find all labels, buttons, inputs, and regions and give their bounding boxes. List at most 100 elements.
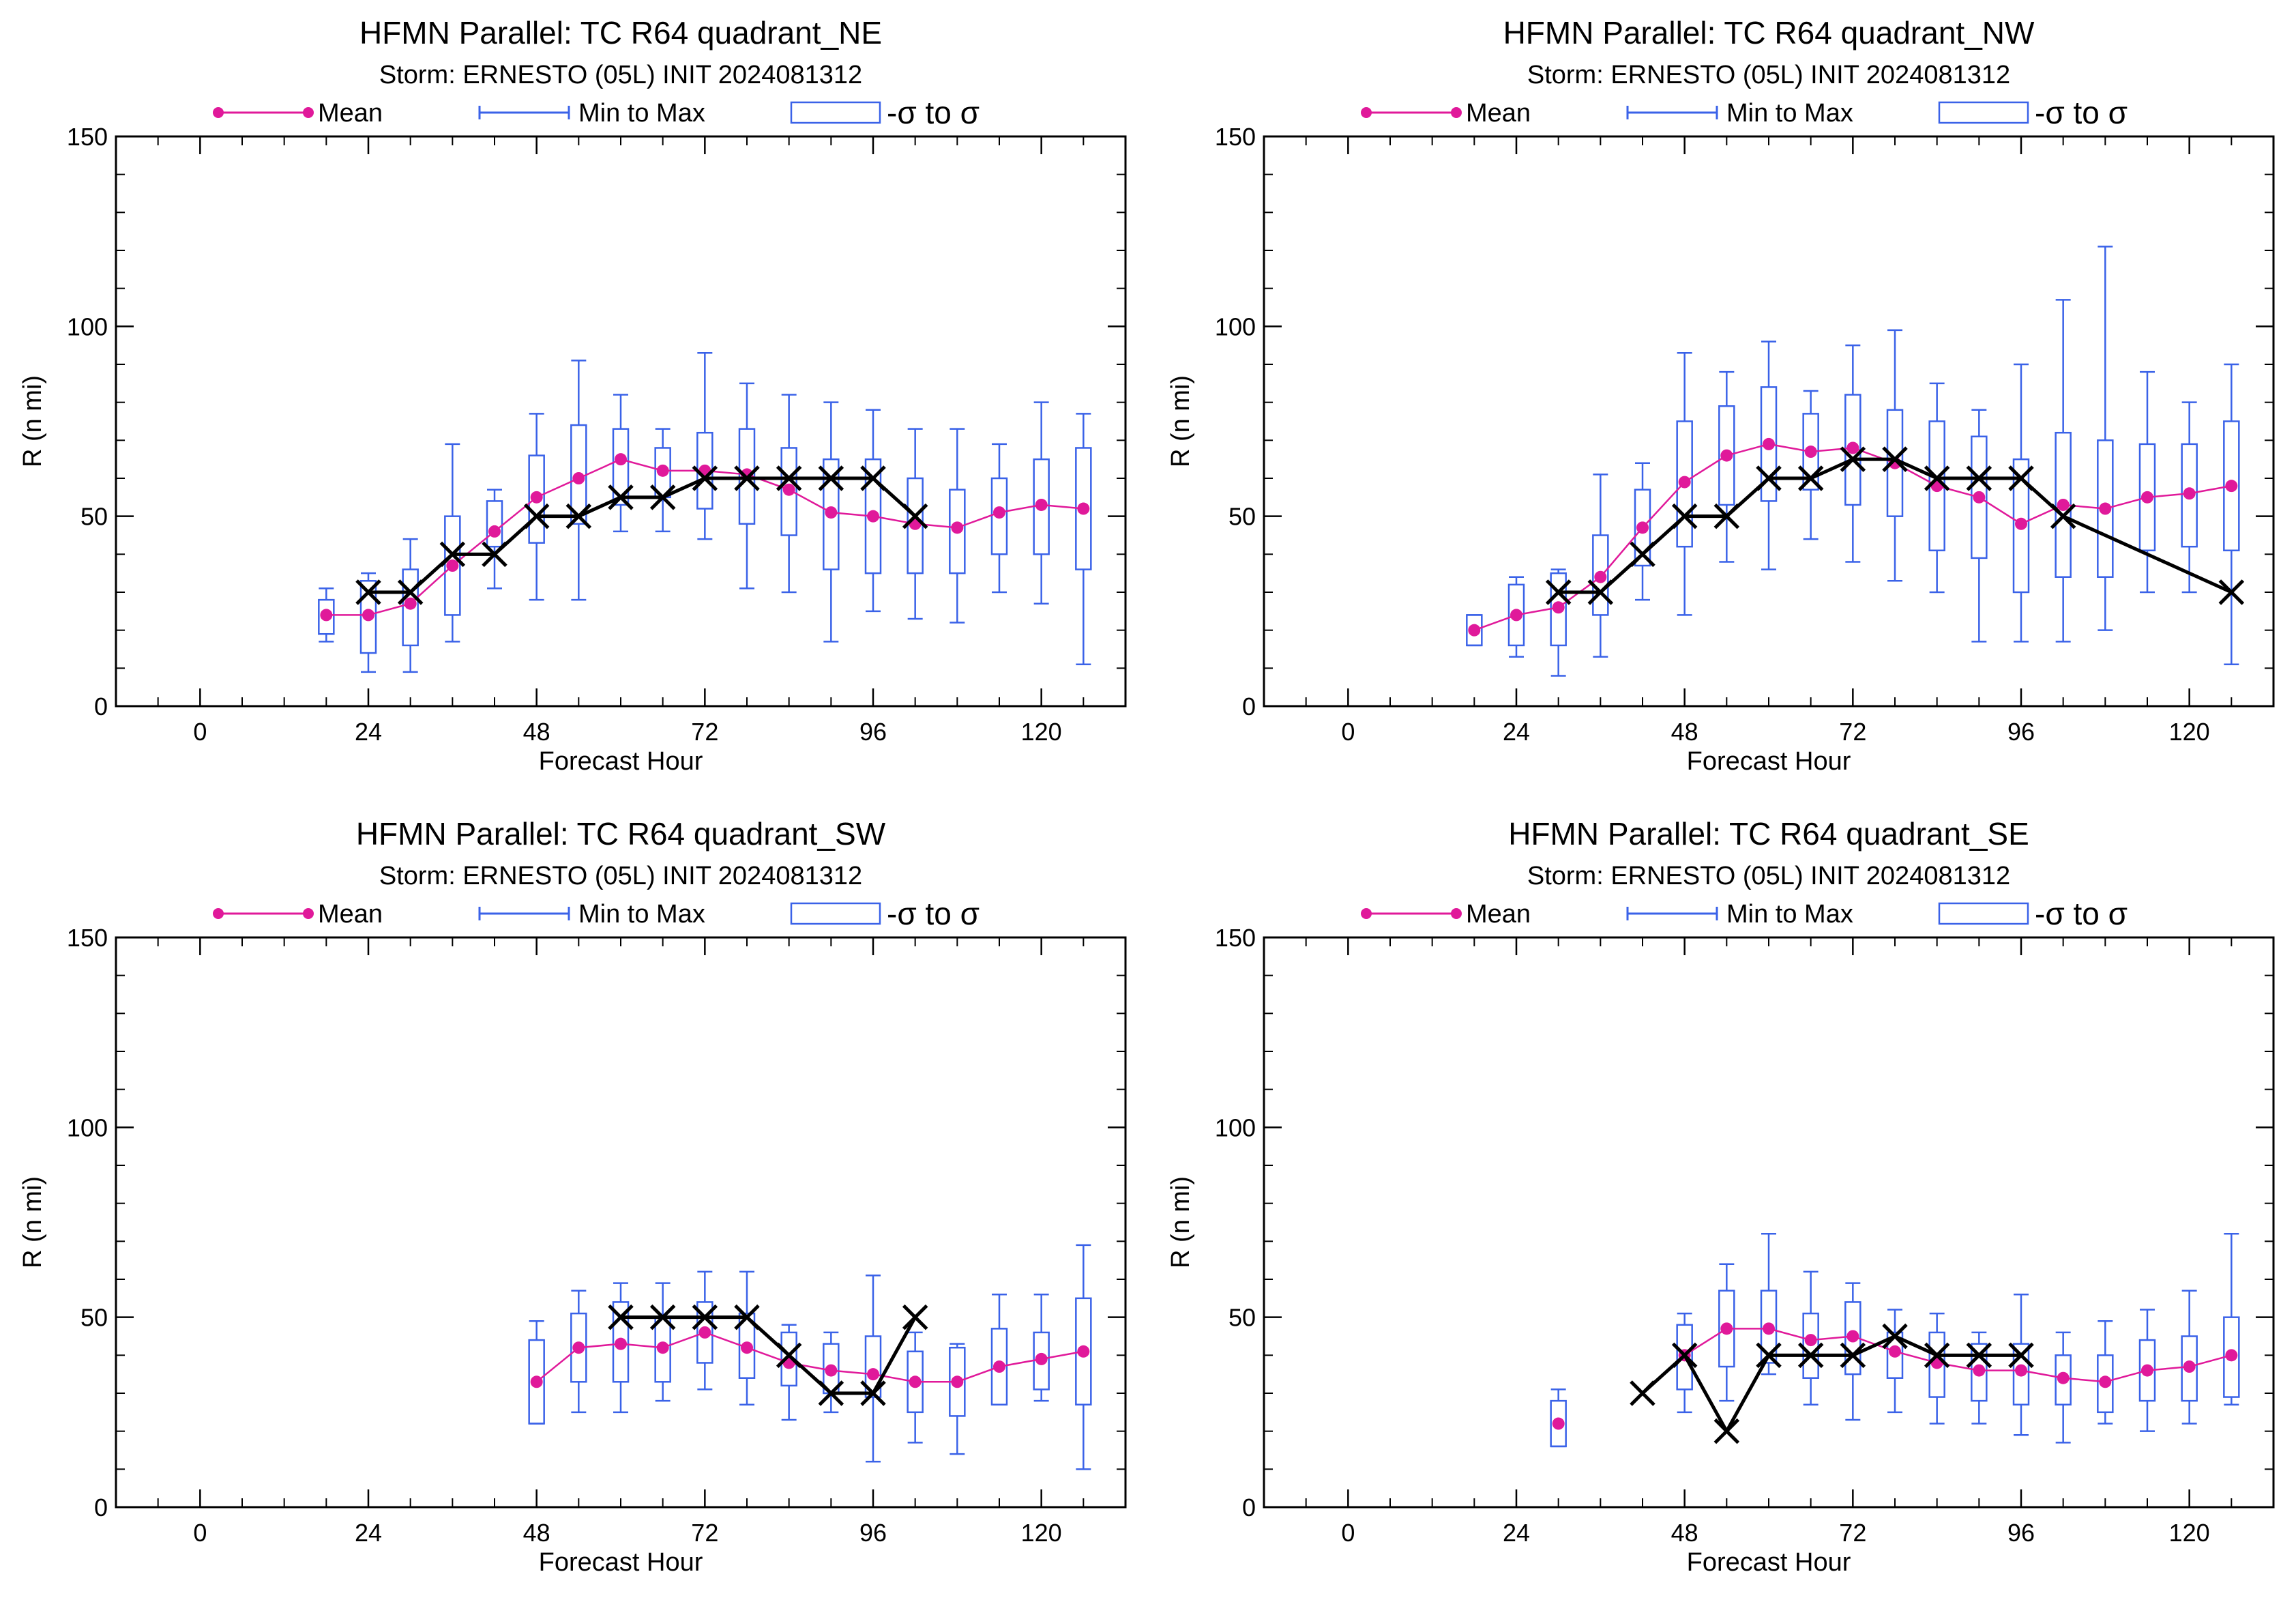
mean-point (1889, 1345, 1901, 1358)
best-track-marker (776, 1342, 802, 1369)
mean-line-segment (535, 1347, 580, 1383)
x-tick-label: 0 (1341, 1519, 1355, 1547)
box-whisker (528, 1320, 545, 1425)
best-track-segment (1683, 1354, 1728, 1432)
box-whisker (780, 1324, 797, 1421)
chart-subtitle: Storm: ERNESTO (05L) INIT 2024081312 (379, 61, 862, 89)
mean-point (1678, 476, 1691, 489)
best-track-marker-stroke (397, 579, 424, 605)
x-tick-label: 0 (1341, 718, 1355, 746)
best-track-marker (692, 465, 718, 491)
x-tick-label: 72 (691, 718, 718, 746)
best-track-marker (1797, 1342, 1824, 1369)
y-tick-label: 150 (1215, 924, 1256, 952)
sigma-box (696, 1301, 713, 1364)
chart-panel-2: HFMN Parallel: TC R64 quadrant_NW Storm: … (1166, 15, 2275, 776)
legend-minmax-label: Min to Max (1726, 900, 1853, 929)
best-track-marker-stroke (734, 1304, 760, 1330)
mean-point (1720, 449, 1733, 462)
sigma-box (1676, 1324, 1693, 1390)
mean-point (1973, 491, 1986, 504)
mean-point (2057, 1371, 2070, 1384)
best-track-marker (734, 465, 760, 491)
sigma-box (528, 1339, 545, 1425)
x-tick-label: 0 (193, 718, 207, 746)
mean-point (951, 521, 964, 534)
mean-point (867, 510, 879, 523)
box-whisker (2223, 1232, 2240, 1406)
best-track-marker (1713, 503, 1740, 529)
best-track-marker-stroke (2218, 579, 2245, 605)
x-tick-label: 96 (859, 718, 887, 746)
chart-panel-4: HFMN Parallel: TC R64 quadrant_SE Storm: … (1166, 816, 2275, 1577)
box-whisker (1676, 1312, 1693, 1414)
mean-line-segment (831, 1369, 874, 1375)
best-track-segment (1725, 1354, 1771, 1432)
box-whisker (780, 394, 797, 594)
sigma-box (949, 489, 966, 574)
best-track-marker-stroke (1797, 1342, 1824, 1369)
legend-mean-label: Mean (318, 900, 383, 929)
best-track-marker (1756, 1342, 1782, 1369)
box-whisker (949, 428, 966, 624)
y-tick-label: 0 (94, 693, 108, 720)
legend-mean-marker (303, 908, 314, 919)
mean-point (656, 464, 669, 477)
best-track-marker (1966, 1342, 1992, 1369)
x-tick-label: 24 (355, 718, 382, 746)
mean-line-segment (2063, 1377, 2106, 1383)
sigma-box (318, 598, 335, 635)
best-track-marker (1924, 1342, 1950, 1369)
mean-line-segment (620, 458, 663, 472)
box-whisker (2138, 370, 2156, 594)
mean-point (2099, 1375, 2112, 1388)
mean-line-segment (2020, 1369, 2063, 1379)
box-whisker (864, 1275, 882, 1463)
box-whisker (654, 428, 671, 533)
best-track-marker (355, 579, 381, 605)
best-track-marker-stroke (1756, 465, 1782, 491)
best-track-marker-stroke (860, 465, 886, 491)
sigma-box (1466, 614, 1483, 647)
best-track-marker (482, 541, 507, 568)
best-track-marker (649, 484, 676, 510)
y-tick-label: 50 (1228, 503, 1256, 531)
best-track-marker (1924, 465, 1950, 491)
sigma-box (2012, 458, 2030, 594)
chart-panel-1: HFMN Parallel: TC R64 quadrant_NE Storm: … (18, 15, 1127, 776)
legend-minmax-label: Min to Max (578, 900, 705, 929)
legend-mean-marker (213, 107, 224, 118)
mean-point (2141, 491, 2153, 504)
legend: Mean Min to Max -σ to σ (1361, 95, 2128, 130)
mean-line-segment (620, 1343, 663, 1349)
box-whisker (2097, 246, 2114, 631)
chart-panel-3: HFMN Parallel: TC R64 quadrant_SW Storm: … (18, 816, 1127, 1577)
mean-line-segment (789, 1362, 831, 1371)
mean-point (2225, 1349, 2238, 1362)
best-track-marker-stroke (649, 1304, 676, 1330)
plot-frame (1263, 135, 2275, 708)
y-tick-label: 100 (1215, 1113, 1256, 1141)
best-track-marker (565, 503, 592, 529)
x-tick-label: 96 (859, 1519, 887, 1547)
mean-line-segment (2147, 493, 2190, 499)
best-track-marker (2218, 579, 2245, 605)
box-whisker (2181, 1290, 2198, 1425)
sigma-box (1550, 1399, 1567, 1448)
best-track-marker (776, 465, 802, 491)
x-axis-label: Forecast Hour (539, 747, 703, 776)
best-track-segment (578, 495, 622, 518)
mean-point (1804, 446, 1817, 458)
best-track-marker (1671, 1342, 1698, 1369)
best-track-marker (2008, 465, 2034, 491)
x-axis-label: Forecast Hour (1687, 1548, 1851, 1577)
x-tick-label: 24 (1503, 718, 1530, 746)
box-whisker (402, 538, 419, 673)
best-track-marker-stroke (776, 465, 802, 491)
x-tick-label: 72 (1839, 718, 1866, 746)
mean-point (1846, 1330, 1859, 1343)
x-tick-label: 120 (2169, 718, 2210, 746)
box-whisker (1466, 614, 1483, 647)
best-track-marker (1713, 1418, 1740, 1444)
mean-line-segment (999, 504, 1042, 514)
